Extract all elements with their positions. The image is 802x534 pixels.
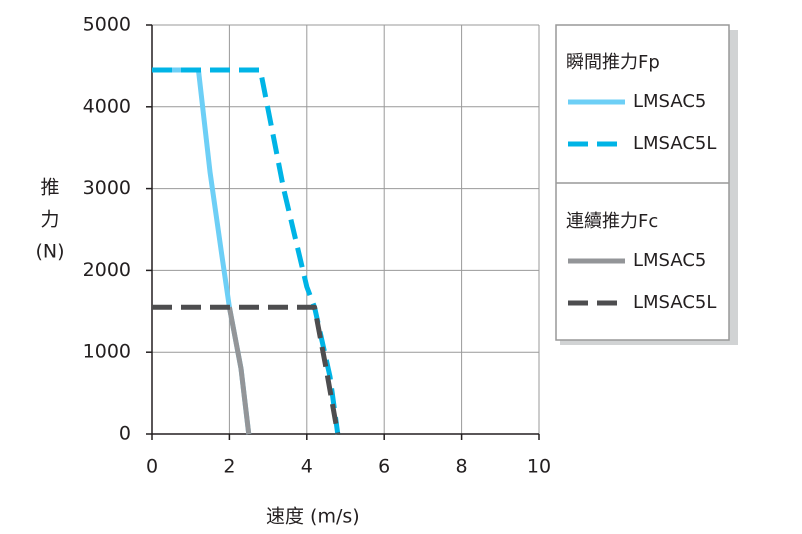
legend-label: LMSAC5 <box>633 250 706 271</box>
x-tick-label: 4 <box>301 456 313 478</box>
y-tick-label: 3000 <box>83 177 131 199</box>
y-tick-label: 2000 <box>83 259 131 281</box>
y-axis-label: (N) <box>35 241 64 263</box>
x-tick-label: 8 <box>456 456 468 478</box>
series-line <box>152 304 341 435</box>
y-tick-label: 1000 <box>83 341 131 363</box>
series-line <box>152 67 252 435</box>
x-tick-label: 0 <box>146 456 158 478</box>
legend-group-title: 連續推力Fc <box>566 211 658 232</box>
y-tick-label: 0 <box>119 423 131 445</box>
x-tick-label: 6 <box>378 456 390 478</box>
series-line <box>152 67 341 435</box>
y-axis-label: 推 <box>40 177 59 199</box>
legend-label: LMSAC5 <box>633 91 706 112</box>
y-tick-label: 4000 <box>83 95 131 117</box>
legend-label: LMSAC5L <box>633 133 716 154</box>
x-axis-label: 速度 (m/s) <box>266 506 360 528</box>
legend-group-title: 瞬間推力Fp <box>566 52 660 73</box>
y-tick-label: 5000 <box>83 14 131 36</box>
x-tick-label: 2 <box>223 456 235 478</box>
legend-label: LMSAC5L <box>633 292 716 313</box>
series-line <box>226 306 252 435</box>
x-tick-label: 10 <box>527 456 551 478</box>
y-axis-label: 力 <box>40 209 59 231</box>
